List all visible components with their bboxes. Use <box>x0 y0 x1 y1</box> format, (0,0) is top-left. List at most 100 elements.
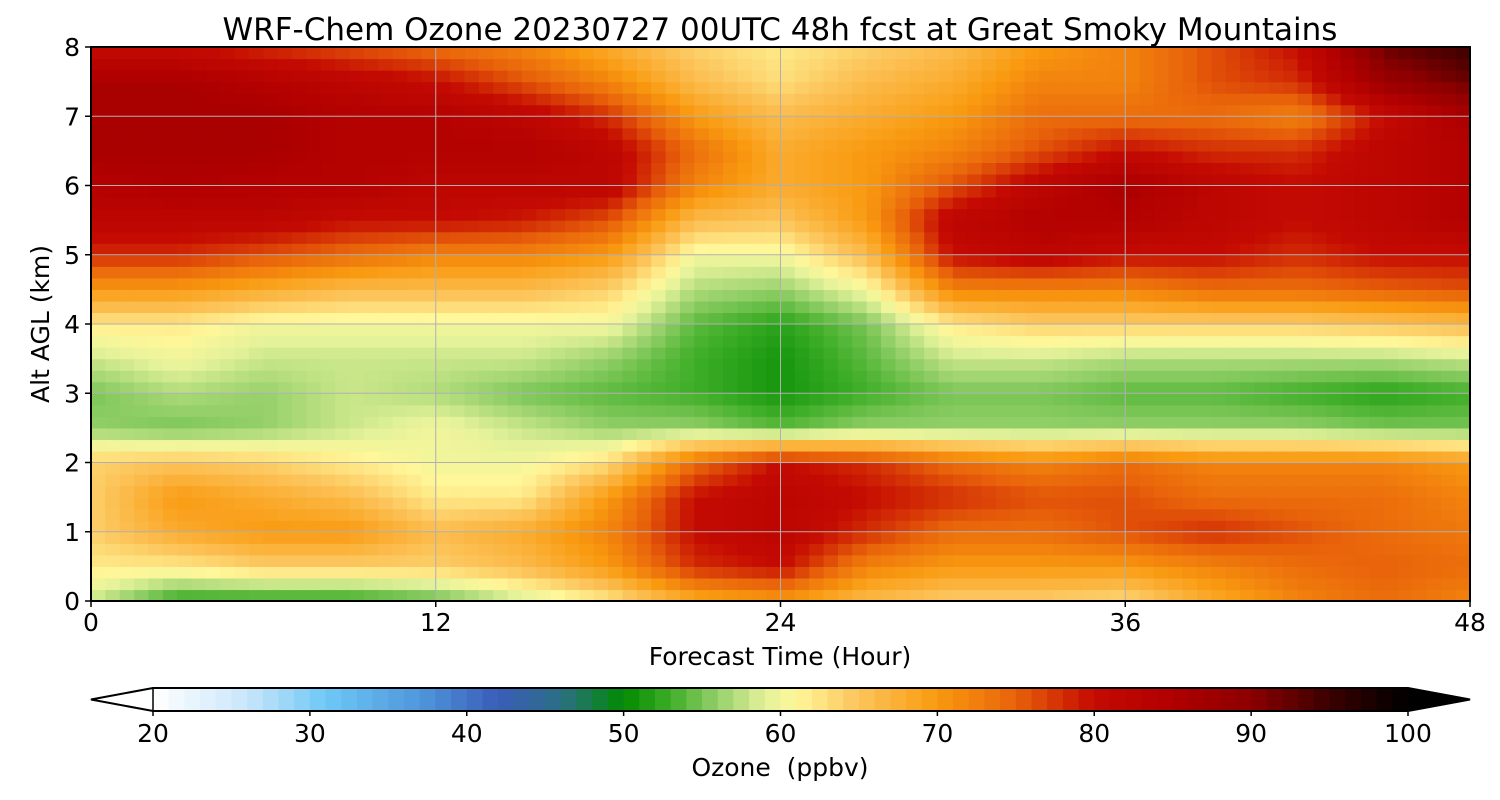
heatmap-cell <box>866 197 882 210</box>
heatmap-cell <box>837 47 853 60</box>
heatmap-cell <box>1340 312 1356 325</box>
heatmap-cell <box>1268 520 1284 533</box>
heatmap-cell <box>177 508 193 521</box>
heatmap-cell <box>234 93 250 106</box>
heatmap-cell <box>1125 577 1141 591</box>
heatmap-cell <box>335 93 351 106</box>
heatmap-cell <box>335 70 351 83</box>
heatmap-cell <box>1398 520 1414 533</box>
heatmap-cell <box>1139 208 1155 221</box>
heatmap-cell <box>263 520 279 533</box>
heatmap-cell <box>1053 70 1069 83</box>
heatmap-cell <box>550 485 566 498</box>
heatmap-cell <box>234 543 250 556</box>
heatmap-cell <box>866 497 882 510</box>
heatmap-cell <box>1153 531 1169 544</box>
heatmap-cell <box>1168 404 1184 417</box>
heatmap-cell <box>249 462 264 475</box>
heatmap-cell <box>809 531 825 544</box>
heatmap-cell <box>191 358 207 371</box>
heatmap-cell <box>191 70 207 83</box>
heatmap-cell <box>1240 347 1256 360</box>
heatmap-cell <box>622 416 638 429</box>
heatmap-cell <box>565 566 580 579</box>
heatmap-cell <box>1168 554 1184 567</box>
heatmap-cell <box>881 543 897 556</box>
heatmap-cell <box>134 197 150 210</box>
heatmap-cell <box>521 81 537 94</box>
heatmap-cell <box>1082 208 1098 221</box>
heatmap-cell <box>536 566 552 579</box>
heatmap-cell <box>378 416 394 429</box>
heatmap-cell <box>1311 116 1327 129</box>
heatmap-cell <box>651 335 667 348</box>
heatmap-cell <box>679 427 695 441</box>
heatmap-cell <box>1139 474 1155 487</box>
heatmap-cell <box>148 497 164 510</box>
heatmap-cell <box>780 520 796 533</box>
heatmap-cell <box>1369 508 1385 521</box>
heatmap-cell <box>1340 277 1356 290</box>
heatmap-cell <box>881 266 897 279</box>
heatmap-cell <box>651 312 667 325</box>
heatmap-cell <box>679 416 695 429</box>
heatmap-cell <box>651 485 667 498</box>
heatmap-cell <box>1326 393 1342 406</box>
heatmap-cell <box>636 335 652 348</box>
heatmap-cell <box>421 577 437 591</box>
heatmap-cell <box>263 139 279 152</box>
heatmap-cell <box>981 589 997 602</box>
heatmap-cell <box>105 404 121 417</box>
heatmap-cell <box>536 358 552 371</box>
heatmap-cell <box>478 450 494 464</box>
heatmap-cell <box>134 254 150 267</box>
heatmap-cell <box>1412 566 1428 579</box>
heatmap-cell <box>809 404 825 417</box>
heatmap-cell <box>421 197 437 210</box>
heatmap-cell <box>1096 162 1112 175</box>
heatmap-cell <box>751 577 767 591</box>
heatmap-cell <box>1125 162 1141 175</box>
heatmap-cell <box>723 393 738 406</box>
heatmap-cell <box>895 197 911 210</box>
heatmap-cell <box>320 116 336 129</box>
heatmap-cell <box>1326 485 1342 498</box>
heatmap-cell <box>91 116 106 129</box>
heatmap-cell <box>952 162 968 175</box>
heatmap-cell <box>1340 416 1356 429</box>
heatmap-cell <box>335 589 351 602</box>
heatmap-cell <box>679 81 695 94</box>
heatmap-cell <box>766 231 782 244</box>
heatmap-cell <box>1125 266 1141 279</box>
heatmap-cell <box>1096 243 1112 256</box>
heatmap-cell <box>995 58 1011 71</box>
heatmap-cell <box>450 335 466 348</box>
heatmap-cell <box>895 70 911 83</box>
heatmap-cell <box>909 554 925 567</box>
heatmap-cell <box>435 404 451 417</box>
heatmap-cell <box>306 358 322 371</box>
heatmap-cell <box>1168 185 1184 198</box>
heatmap-cell <box>177 254 193 267</box>
heatmap-cell <box>636 300 652 314</box>
heatmap-cell <box>967 543 983 556</box>
heatmap-cell <box>665 450 681 464</box>
heatmap-cell <box>162 220 178 233</box>
heatmap-cell <box>1240 520 1256 533</box>
heatmap-cell <box>1254 104 1270 117</box>
heatmap-cell <box>91 416 106 429</box>
heatmap-cell <box>478 70 494 83</box>
heatmap-cell <box>363 231 379 244</box>
heatmap-cell <box>378 497 394 510</box>
heatmap-cell <box>507 254 523 267</box>
heatmap-cell <box>823 485 839 498</box>
heatmap-cell <box>1110 370 1126 383</box>
heatmap-cell <box>205 58 221 71</box>
heatmap-cell <box>1211 47 1227 60</box>
heatmap-cell <box>823 58 839 71</box>
heatmap-cell <box>335 185 351 198</box>
heatmap-cell <box>679 312 695 325</box>
heatmap-cell <box>191 335 207 348</box>
heatmap-cell <box>1355 577 1371 591</box>
heatmap-cell <box>478 520 494 533</box>
